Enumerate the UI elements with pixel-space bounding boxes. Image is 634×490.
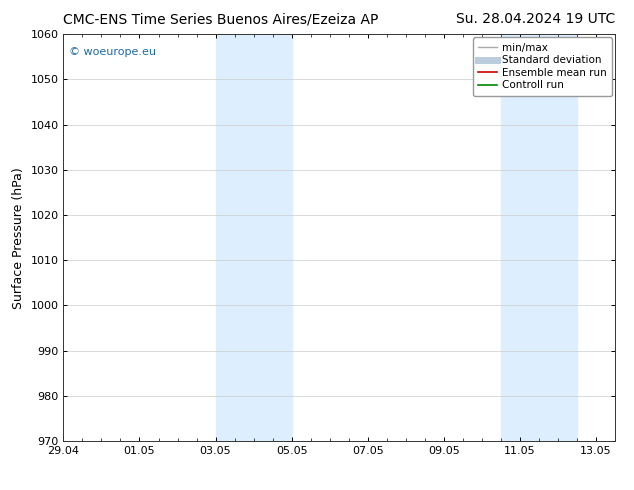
Bar: [216, 34, 292, 441]
Text: CMC-ENS Time Series Buenos Aires/Ezeiza AP: CMC-ENS Time Series Buenos Aires/Ezeiza …: [63, 12, 378, 26]
Bar: [501, 34, 577, 441]
Legend: min/max, Standard deviation, Ensemble mean run, Controll run: min/max, Standard deviation, Ensemble me…: [473, 37, 612, 96]
Y-axis label: Surface Pressure (hPa): Surface Pressure (hPa): [12, 167, 25, 309]
Text: Su. 28.04.2024 19 UTC: Su. 28.04.2024 19 UTC: [456, 12, 615, 26]
Text: © woeurope.eu: © woeurope.eu: [69, 47, 156, 56]
